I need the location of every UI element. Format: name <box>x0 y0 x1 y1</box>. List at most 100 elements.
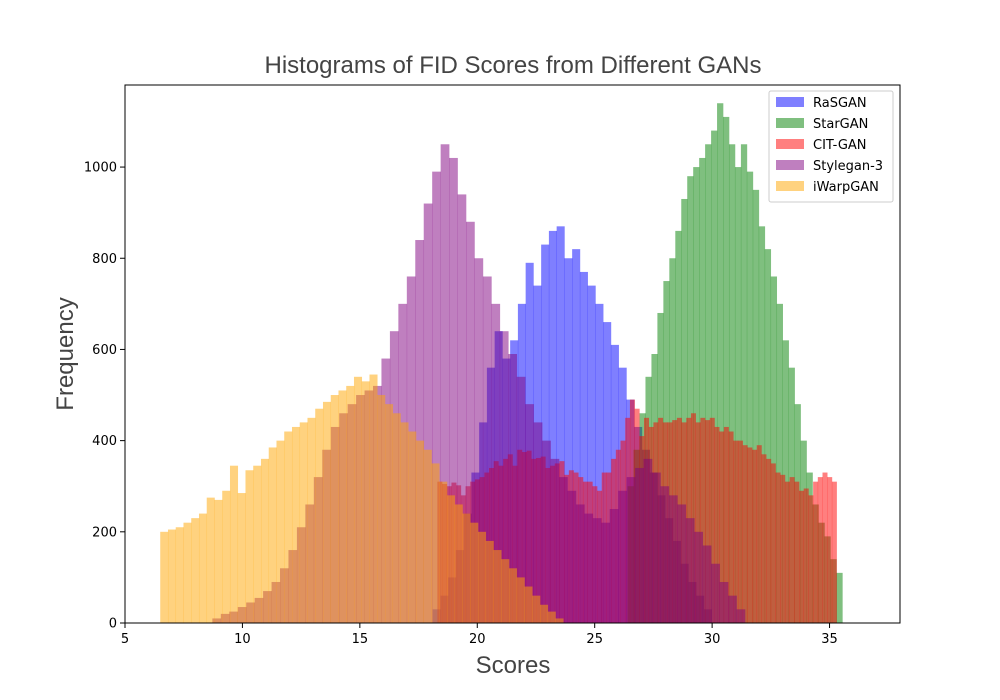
histogram-bar <box>770 463 776 623</box>
histogram-bar <box>752 449 758 623</box>
histogram-bar <box>694 531 704 623</box>
histogram-bar <box>587 285 596 623</box>
legend-label: iWarpGAN <box>813 180 879 195</box>
histogram-bar <box>723 426 729 623</box>
histogram-bar <box>493 550 502 623</box>
histogram-bar <box>474 258 484 623</box>
histogram-bar <box>322 401 332 623</box>
histogram-bar <box>533 422 543 623</box>
histogram-bar <box>555 618 564 623</box>
histogram-bar <box>603 322 612 623</box>
histogram-bar <box>206 497 215 623</box>
histogram-bar <box>260 458 270 623</box>
histogram-bar <box>808 495 814 623</box>
x-axis-label: Scores <box>476 652 551 679</box>
histogram-bar <box>728 595 737 623</box>
histogram-bar <box>499 331 509 623</box>
x-tick-label: 20 <box>469 632 486 647</box>
histogram-bar <box>690 413 696 623</box>
histogram-bar <box>423 449 432 623</box>
y-tick-label: 400 <box>92 434 117 449</box>
histogram-bar <box>330 395 339 623</box>
histogram-bar <box>542 440 551 623</box>
histogram-bar <box>183 522 192 623</box>
histogram-bar <box>736 609 746 623</box>
x-tick-label: 35 <box>821 632 838 647</box>
histogram-bar <box>687 176 694 623</box>
histogram-bar <box>592 518 602 623</box>
histogram-bar <box>501 559 510 623</box>
histogram-bar <box>198 513 208 623</box>
legend-swatch <box>776 139 804 149</box>
histogram-bar <box>284 431 293 623</box>
histogram-bar <box>369 374 378 623</box>
histogram-bar <box>584 513 594 623</box>
histogram-bar <box>794 481 800 623</box>
histogram-bar <box>747 447 753 623</box>
histogram-bar <box>377 395 386 623</box>
histogram-bar <box>756 445 762 623</box>
histogram-bar <box>827 477 833 623</box>
legend-swatch <box>776 181 804 191</box>
histogram-bar <box>709 417 715 623</box>
series-iwarpgan <box>160 374 564 623</box>
histogram-bar <box>516 577 525 623</box>
histogram-bar <box>392 413 401 623</box>
histogram-bar <box>491 303 501 623</box>
histogram-bar <box>539 604 549 623</box>
histogram-bar <box>699 157 706 623</box>
histogram-bar <box>660 486 670 623</box>
histogram-bar <box>784 481 790 623</box>
histogram-bar <box>567 490 577 623</box>
histogram-bar <box>559 477 568 623</box>
histogram-bar <box>253 465 262 623</box>
histogram-bar <box>315 408 324 623</box>
histogram-bar <box>446 495 456 623</box>
histogram-bar <box>548 230 557 623</box>
histogram-bar <box>681 198 688 624</box>
histogram-bar <box>454 504 463 623</box>
legend-label: CIT-GAN <box>813 138 867 153</box>
histogram-bar <box>813 481 819 623</box>
histogram-bar <box>408 431 417 623</box>
histogram-bar <box>556 226 565 623</box>
histogram-bar <box>740 144 748 623</box>
legend-swatch <box>776 160 804 170</box>
plot-frame <box>124 84 901 624</box>
legend-swatch <box>776 97 804 107</box>
histogram-bar <box>601 522 611 623</box>
histogram-bar <box>677 504 687 623</box>
bars-layer <box>160 103 843 624</box>
histogram-bar <box>431 463 440 623</box>
histogram-bar <box>508 568 518 623</box>
histogram-bar <box>439 481 448 623</box>
histogram-bar <box>307 417 316 623</box>
histogram-bar <box>346 385 355 623</box>
histogram-bar <box>524 586 533 623</box>
histogram-bar <box>579 271 588 623</box>
legend-label: StarGAN <box>813 117 868 132</box>
histogram-bar <box>734 167 742 623</box>
histogram-bar <box>770 276 778 623</box>
histogram-bar <box>705 420 711 623</box>
histogram-bar <box>525 404 534 623</box>
histogram-bar <box>400 422 409 623</box>
histogram-bar <box>160 531 169 623</box>
histogram-bar <box>789 477 795 623</box>
histogram-bar <box>723 116 730 624</box>
histogram-bar <box>766 458 772 623</box>
histogram-bar <box>550 458 560 623</box>
histogram-bar <box>685 518 695 623</box>
histogram-bar <box>752 189 760 624</box>
histogram-bar <box>268 447 277 623</box>
x-tick-label: 10 <box>234 632 251 647</box>
histogram-bar <box>711 130 718 623</box>
histogram-bar <box>776 303 783 623</box>
histogram-bar <box>477 531 487 623</box>
histogram-bar <box>635 467 644 623</box>
histogram-bar <box>516 376 526 623</box>
histogram-bar <box>719 431 725 623</box>
y-tick-label: 1000 <box>84 161 117 176</box>
histogram-bar <box>482 276 492 623</box>
